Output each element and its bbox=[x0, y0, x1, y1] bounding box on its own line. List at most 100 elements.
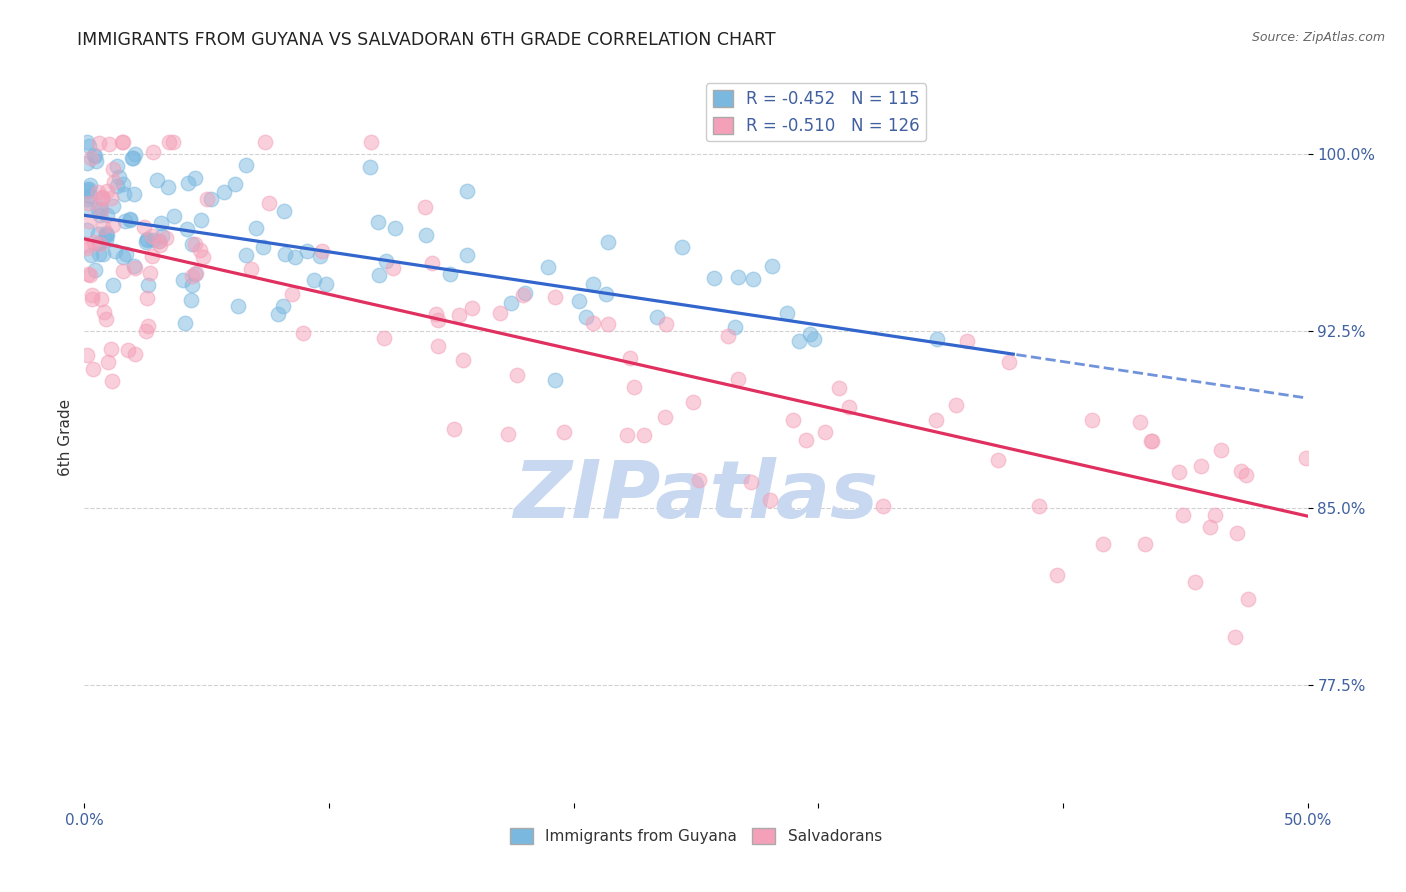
Point bbox=[489, 306, 512, 320]
Point bbox=[193, 250, 215, 264]
Point bbox=[273, 204, 295, 219]
Point bbox=[87, 247, 110, 261]
Point bbox=[76, 238, 98, 252]
Point bbox=[1129, 415, 1152, 429]
Point bbox=[77, 214, 100, 228]
Point bbox=[76, 348, 98, 362]
Point bbox=[1189, 459, 1212, 474]
Point bbox=[76, 195, 98, 210]
Point bbox=[105, 159, 128, 173]
Point bbox=[512, 288, 534, 302]
Point bbox=[717, 328, 740, 343]
Point bbox=[141, 249, 163, 263]
Point bbox=[925, 413, 948, 427]
Point bbox=[1295, 450, 1317, 465]
Point bbox=[360, 135, 382, 149]
Point bbox=[87, 202, 110, 216]
Point bbox=[1230, 464, 1253, 478]
Point bbox=[111, 135, 134, 149]
Point bbox=[384, 221, 406, 235]
Point bbox=[115, 246, 138, 260]
Point bbox=[226, 299, 249, 313]
Point bbox=[422, 256, 444, 270]
Text: IMMIGRANTS FROM GUYANA VS SALVADORAN 6TH GRADE CORRELATION CHART: IMMIGRANTS FROM GUYANA VS SALVADORAN 6TH… bbox=[77, 31, 776, 49]
Point bbox=[94, 233, 117, 247]
Point bbox=[180, 237, 202, 252]
Point bbox=[515, 285, 537, 300]
Point bbox=[758, 493, 780, 508]
Point bbox=[447, 308, 470, 322]
Point bbox=[135, 235, 157, 250]
Point bbox=[83, 235, 105, 249]
Point bbox=[76, 268, 98, 282]
Point bbox=[654, 409, 676, 424]
Point bbox=[79, 182, 101, 196]
Point bbox=[799, 326, 821, 341]
Point bbox=[89, 203, 111, 218]
Point bbox=[114, 214, 136, 228]
Point bbox=[180, 293, 202, 308]
Point bbox=[1234, 467, 1257, 482]
Point bbox=[97, 355, 120, 369]
Point bbox=[94, 228, 117, 243]
Point bbox=[782, 413, 804, 427]
Point bbox=[724, 320, 747, 334]
Point bbox=[145, 173, 167, 187]
Point bbox=[619, 351, 641, 366]
Point bbox=[453, 352, 475, 367]
Point bbox=[315, 277, 337, 291]
Point bbox=[235, 159, 257, 173]
Point bbox=[506, 368, 529, 382]
Point bbox=[111, 177, 134, 191]
Text: Source: ZipAtlas.com: Source: ZipAtlas.com bbox=[1251, 31, 1385, 45]
Point bbox=[373, 331, 395, 345]
Point bbox=[374, 253, 396, 268]
Point bbox=[76, 241, 98, 255]
Point bbox=[553, 425, 575, 440]
Point bbox=[271, 299, 294, 313]
Point bbox=[91, 189, 114, 203]
Point bbox=[568, 293, 591, 308]
Point bbox=[956, 334, 979, 348]
Point bbox=[84, 148, 107, 162]
Point bbox=[1204, 508, 1226, 522]
Point bbox=[740, 475, 762, 490]
Point bbox=[87, 227, 110, 242]
Point bbox=[150, 216, 173, 230]
Point bbox=[94, 226, 117, 240]
Point bbox=[727, 372, 749, 386]
Text: ZIPatlas: ZIPatlas bbox=[513, 457, 879, 534]
Point bbox=[79, 139, 101, 153]
Point bbox=[101, 374, 124, 388]
Point bbox=[94, 311, 117, 326]
Point bbox=[100, 342, 122, 356]
Point bbox=[82, 292, 104, 306]
Point bbox=[150, 229, 173, 244]
Point bbox=[544, 373, 567, 387]
Point bbox=[761, 259, 783, 273]
Legend: Immigrants from Guyana, Salvadorans: Immigrants from Guyana, Salvadorans bbox=[503, 822, 889, 850]
Point bbox=[96, 208, 118, 222]
Point bbox=[1199, 520, 1222, 534]
Point bbox=[76, 201, 98, 215]
Point bbox=[284, 250, 307, 264]
Point bbox=[703, 270, 725, 285]
Point bbox=[79, 248, 101, 262]
Point bbox=[82, 362, 104, 376]
Point bbox=[91, 191, 114, 205]
Point bbox=[267, 307, 290, 321]
Point bbox=[598, 318, 620, 332]
Point bbox=[537, 260, 560, 274]
Point bbox=[838, 400, 860, 414]
Point bbox=[89, 207, 111, 221]
Point bbox=[183, 236, 205, 251]
Point bbox=[1028, 499, 1050, 513]
Point bbox=[79, 189, 101, 203]
Point bbox=[141, 228, 163, 243]
Point bbox=[84, 154, 107, 169]
Point bbox=[177, 176, 200, 190]
Point bbox=[103, 277, 125, 292]
Point bbox=[425, 307, 447, 321]
Point bbox=[122, 152, 145, 166]
Point bbox=[155, 230, 177, 244]
